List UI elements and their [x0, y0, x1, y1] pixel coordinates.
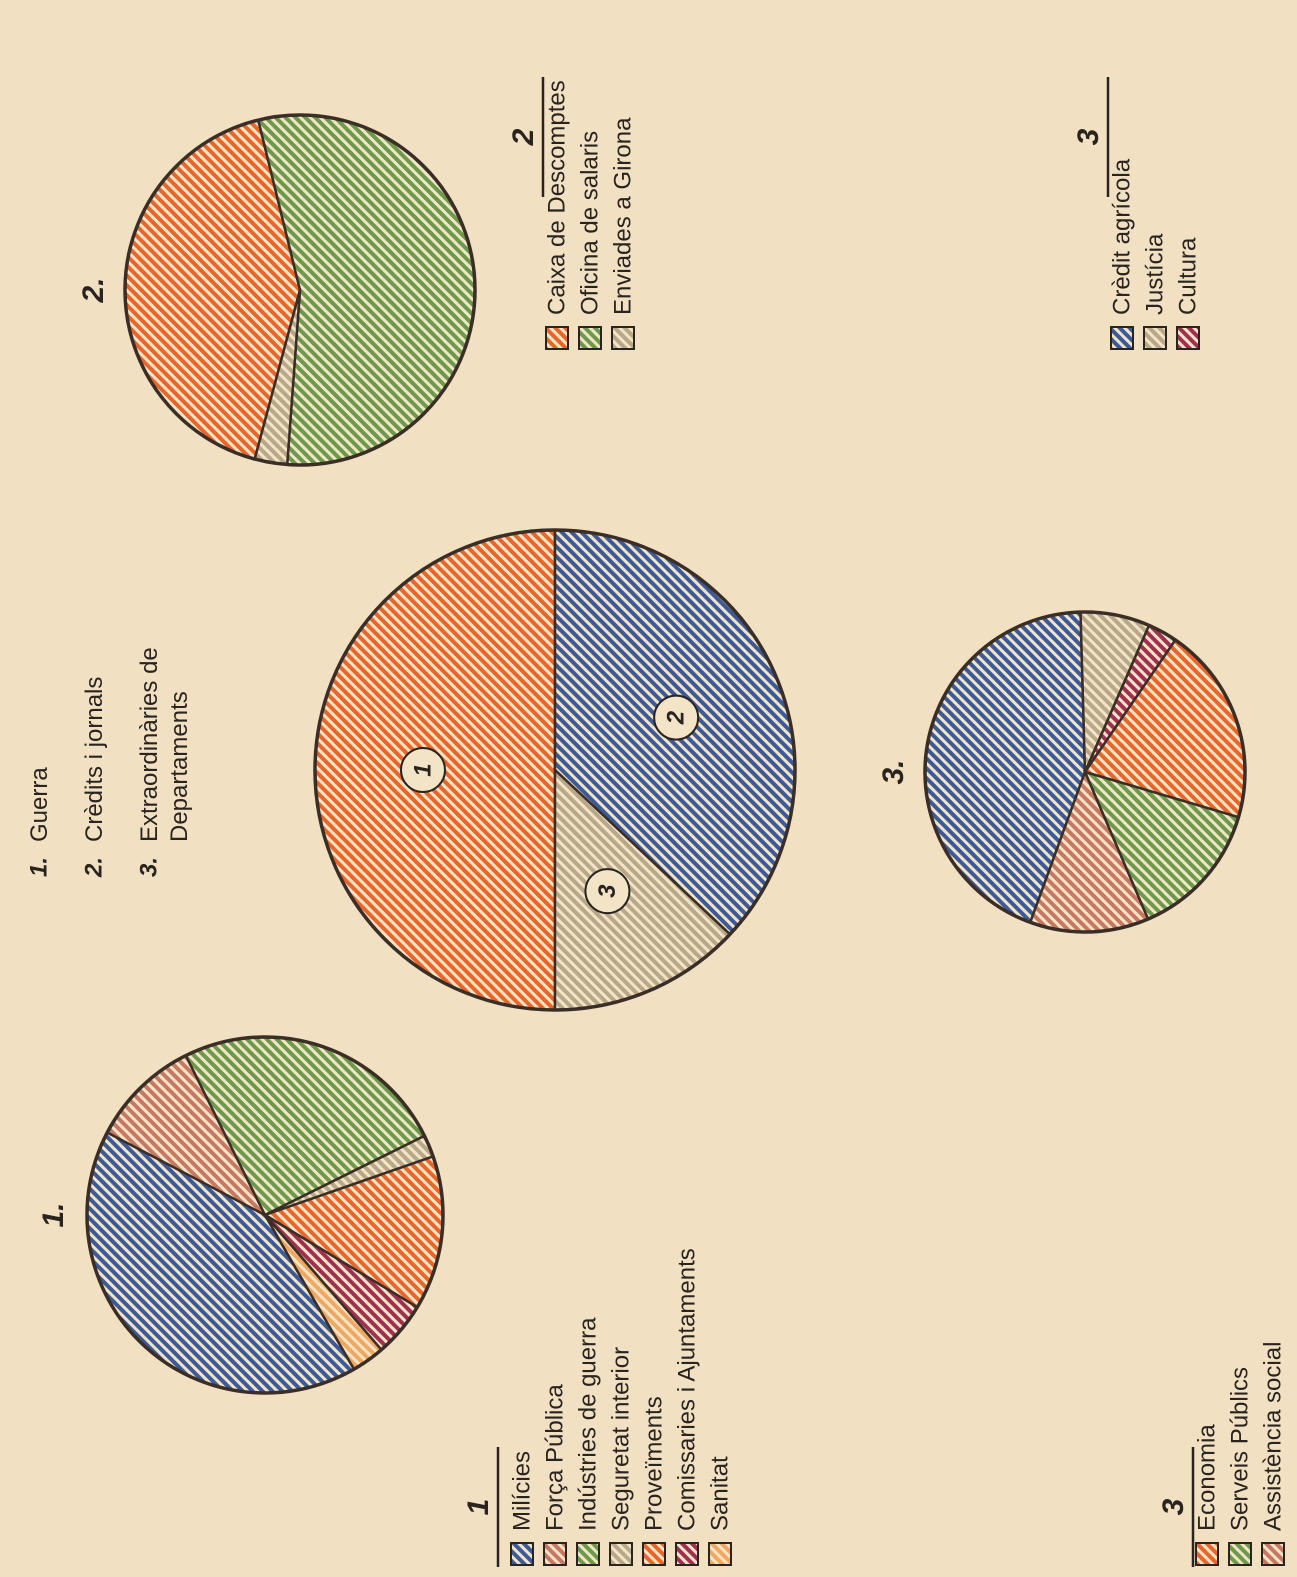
- legend-label: Extraordinàries de Departaments: [136, 647, 193, 842]
- legend-swatch: [510, 1542, 534, 1566]
- pie-title: 1.: [37, 1202, 70, 1227]
- legend-swatch: [609, 1542, 633, 1566]
- legend-swatch: [1195, 1542, 1219, 1566]
- legend-label: Caixa de Descomptes: [543, 80, 570, 315]
- slice-label: 3: [594, 884, 621, 898]
- legend-label: Crèdit agrícola: [1108, 158, 1135, 315]
- legend-swatch: [1261, 1542, 1285, 1566]
- legend-swatch: [543, 1542, 567, 1566]
- pie-outline: [123, 113, 477, 467]
- legend-title: 3: [1157, 1498, 1190, 1515]
- slice-label: 1: [409, 763, 436, 776]
- legend-swatch: [675, 1542, 699, 1566]
- legend-label: Proveïments: [640, 1396, 667, 1531]
- legend-text: Crèdits i jornals: [81, 676, 108, 842]
- legend-swatch: [1110, 326, 1134, 350]
- slice-label-circle: [653, 694, 700, 741]
- legend-label: Sanitat: [706, 1456, 733, 1531]
- legend-swatch: [1143, 326, 1167, 350]
- legend-text: Extraordinàries de Departaments: [136, 647, 193, 842]
- legend-label: Justícia: [1141, 233, 1168, 315]
- legend-swatch: [1228, 1542, 1252, 1566]
- slice-label: 2: [662, 710, 689, 725]
- legend-swatch: [611, 326, 635, 350]
- legend-label: Enviades a Girona: [609, 117, 636, 315]
- legend-swatch: [545, 326, 569, 350]
- legend-swatch: [708, 1542, 732, 1566]
- legend-label: Serveis Públics: [1226, 1367, 1253, 1531]
- legend-label: Cultura: [1174, 237, 1201, 315]
- legend-swatch: [578, 326, 602, 350]
- legend-label: Seguretat interior: [607, 1347, 634, 1531]
- legend-number: 2.: [80, 857, 107, 878]
- pie-title: 3.: [877, 759, 910, 784]
- slice-label-circle: [584, 868, 631, 915]
- legend-number: 3.: [135, 857, 162, 877]
- legend-text: Guerra: [26, 767, 53, 842]
- legend-title: 1: [462, 1499, 495, 1516]
- legend-title: 3: [1072, 128, 1105, 145]
- legend-swatch: [576, 1542, 600, 1566]
- legend-label: Economia: [1193, 1424, 1220, 1531]
- rotated-page: 1 2 3 1. 2. 3. 1. Guerra 2. Crèdits i jornals 3. Ex…: [25, 77, 1286, 1567]
- pie-outline: [923, 610, 1247, 934]
- legend-number: 1.: [25, 857, 52, 877]
- legend-swatch: [1176, 326, 1200, 350]
- legend-label: Oficina de salaris: [576, 131, 603, 315]
- legend-label: Assistència social: [1259, 1342, 1286, 1531]
- legend-label: Milícies: [508, 1451, 535, 1531]
- legend-label: Indústries de guerra: [574, 1317, 601, 1531]
- pie-outline: [85, 1035, 445, 1395]
- legend-label: Força Pública: [541, 1384, 568, 1531]
- legend-swatch: [642, 1542, 666, 1566]
- legend-label: Comissaries i Ajuntaments: [673, 1248, 700, 1531]
- pie-outline: [313, 528, 797, 1012]
- legend-title: 2: [507, 128, 540, 146]
- slice-label-circle: [400, 747, 446, 793]
- pie-title: 2.: [77, 277, 110, 303]
